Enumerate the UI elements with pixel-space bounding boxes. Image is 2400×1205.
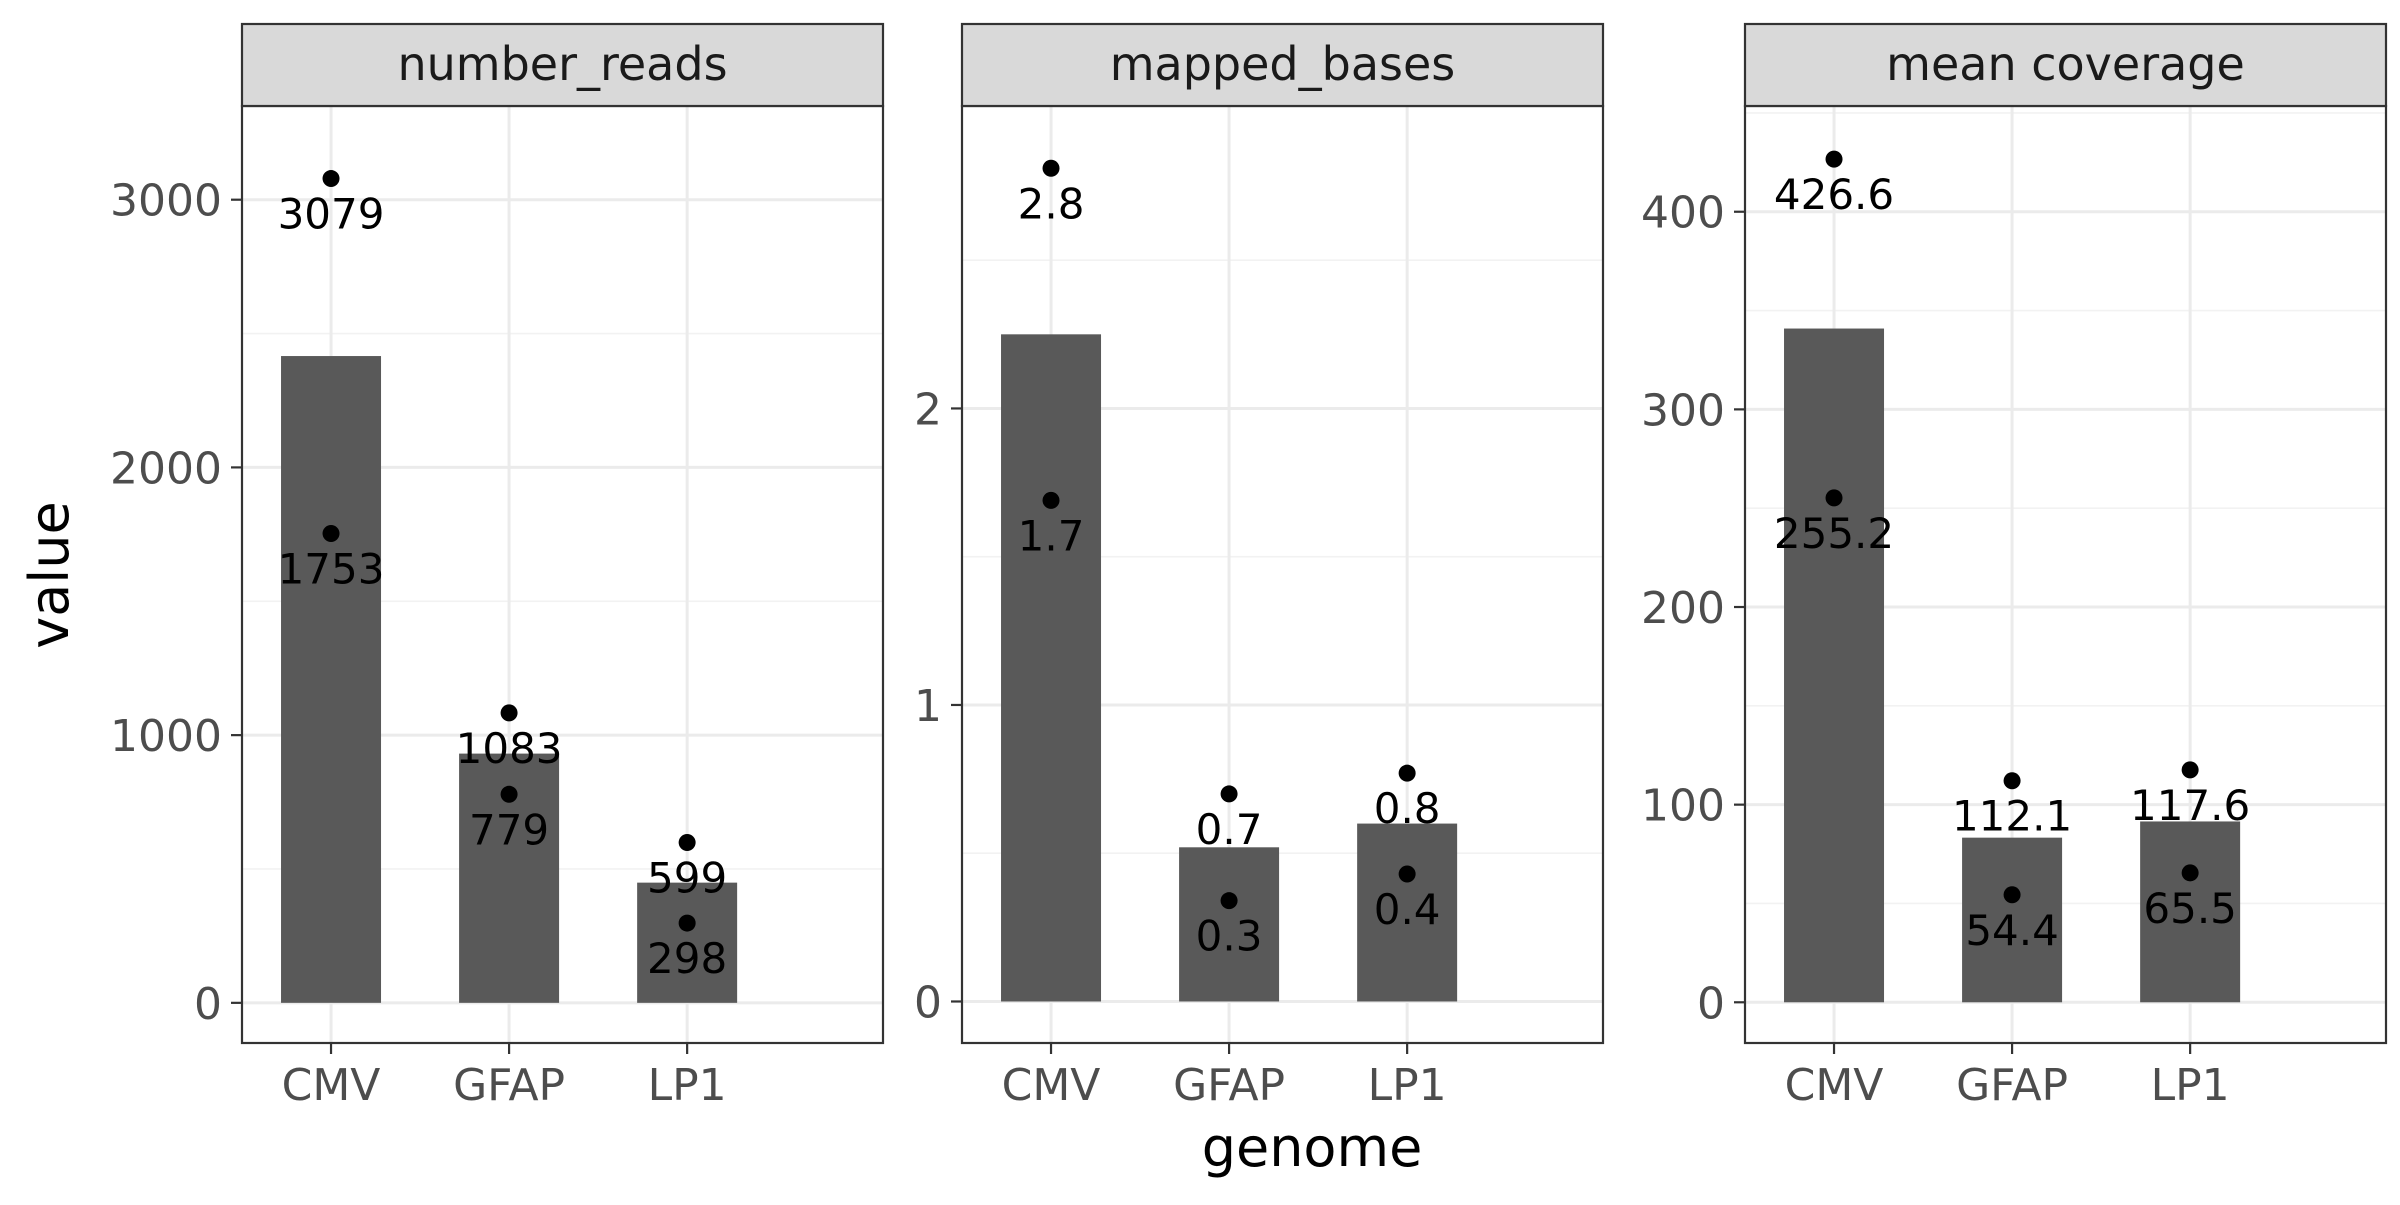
y-tick-label: 2 <box>914 384 942 435</box>
x-tick-label: GFAP <box>1956 1060 2068 1111</box>
data-label: 1753 <box>278 545 385 594</box>
data-label: 2.8 <box>1018 179 1085 228</box>
x-tick-label: CMV <box>282 1060 381 1111</box>
x-tick-label: GFAP <box>453 1060 565 1111</box>
data-point <box>1825 489 1843 507</box>
data-point <box>322 170 340 188</box>
facet-strip <box>240 22 885 108</box>
data-point <box>678 914 696 932</box>
x-tick-label: GFAP <box>1173 1060 1285 1111</box>
y-tick-label: 400 <box>1641 188 1725 239</box>
data-label: 54.4 <box>1965 906 2059 955</box>
data-point <box>1042 159 1060 177</box>
data-label: 3079 <box>278 190 385 239</box>
bar-cmv <box>1784 328 1885 1003</box>
x-tick-label: LP1 <box>2151 1060 2230 1111</box>
y-tick-label: 100 <box>1641 781 1725 832</box>
data-label: 0.8 <box>1374 784 1441 833</box>
data-label: 65.5 <box>2143 884 2237 933</box>
y-tick-label: 3000 <box>110 176 222 227</box>
y-tick-label: 0 <box>194 979 222 1030</box>
data-point <box>2003 772 2021 790</box>
data-point <box>1398 764 1416 782</box>
y-tick-label: 2000 <box>110 443 222 494</box>
data-label: 0.4 <box>1374 885 1441 934</box>
data-label: 0.7 <box>1196 805 1263 854</box>
bar-gfap <box>1962 837 2063 1003</box>
data-point <box>1398 865 1416 883</box>
data-point <box>322 525 340 543</box>
y-tick-label: 0 <box>914 977 942 1028</box>
bar-cmv <box>1001 334 1102 1002</box>
data-point <box>500 704 518 722</box>
data-label: 1083 <box>456 724 563 773</box>
data-point <box>2181 761 2199 779</box>
y-tick-label: 0 <box>1697 978 1725 1029</box>
x-tick-label: LP1 <box>648 1060 727 1111</box>
bar-lp1 <box>637 882 738 1003</box>
y-tick-label: 1 <box>914 681 942 732</box>
data-label: 255.2 <box>1774 509 1894 558</box>
data-label: 426.6 <box>1774 170 1894 219</box>
data-point <box>2181 864 2199 882</box>
data-point <box>678 833 696 851</box>
bar-cmv <box>281 356 382 1003</box>
data-label: 112.1 <box>1952 792 2072 841</box>
facet-title: mean coverage <box>1886 37 2245 91</box>
y-tick-label: 1000 <box>110 711 222 762</box>
bar-gfap <box>1179 847 1280 1002</box>
bar-lp1 <box>1357 823 1458 1002</box>
data-point <box>2003 886 2021 904</box>
y-tick-label: 300 <box>1641 385 1725 436</box>
data-point <box>500 785 518 803</box>
data-label: 117.6 <box>2130 781 2250 830</box>
data-label: 779 <box>469 805 549 854</box>
facet-title: number_reads <box>397 37 727 91</box>
x-tick-label: CMV <box>1785 1060 1884 1111</box>
y-axis-title: value <box>18 501 81 649</box>
x-tick-label: LP1 <box>1368 1060 1447 1111</box>
data-point <box>1825 150 1843 168</box>
data-label: 599 <box>647 853 727 902</box>
facet-strip <box>960 22 1605 108</box>
data-point <box>1220 785 1238 803</box>
data-point <box>1042 491 1060 509</box>
data-label: 1.7 <box>1018 511 1085 560</box>
x-tick-label: CMV <box>1002 1060 1101 1111</box>
data-label: 0.3 <box>1196 912 1263 961</box>
facet-title: mapped_bases <box>1110 37 1456 91</box>
data-point <box>1220 892 1238 910</box>
data-label: 298 <box>647 934 727 983</box>
x-axis-title: genome <box>1202 1116 1423 1179</box>
y-tick-label: 200 <box>1641 583 1725 634</box>
bar-lp1 <box>2140 821 2241 1003</box>
facet-strip <box>1743 22 2388 108</box>
